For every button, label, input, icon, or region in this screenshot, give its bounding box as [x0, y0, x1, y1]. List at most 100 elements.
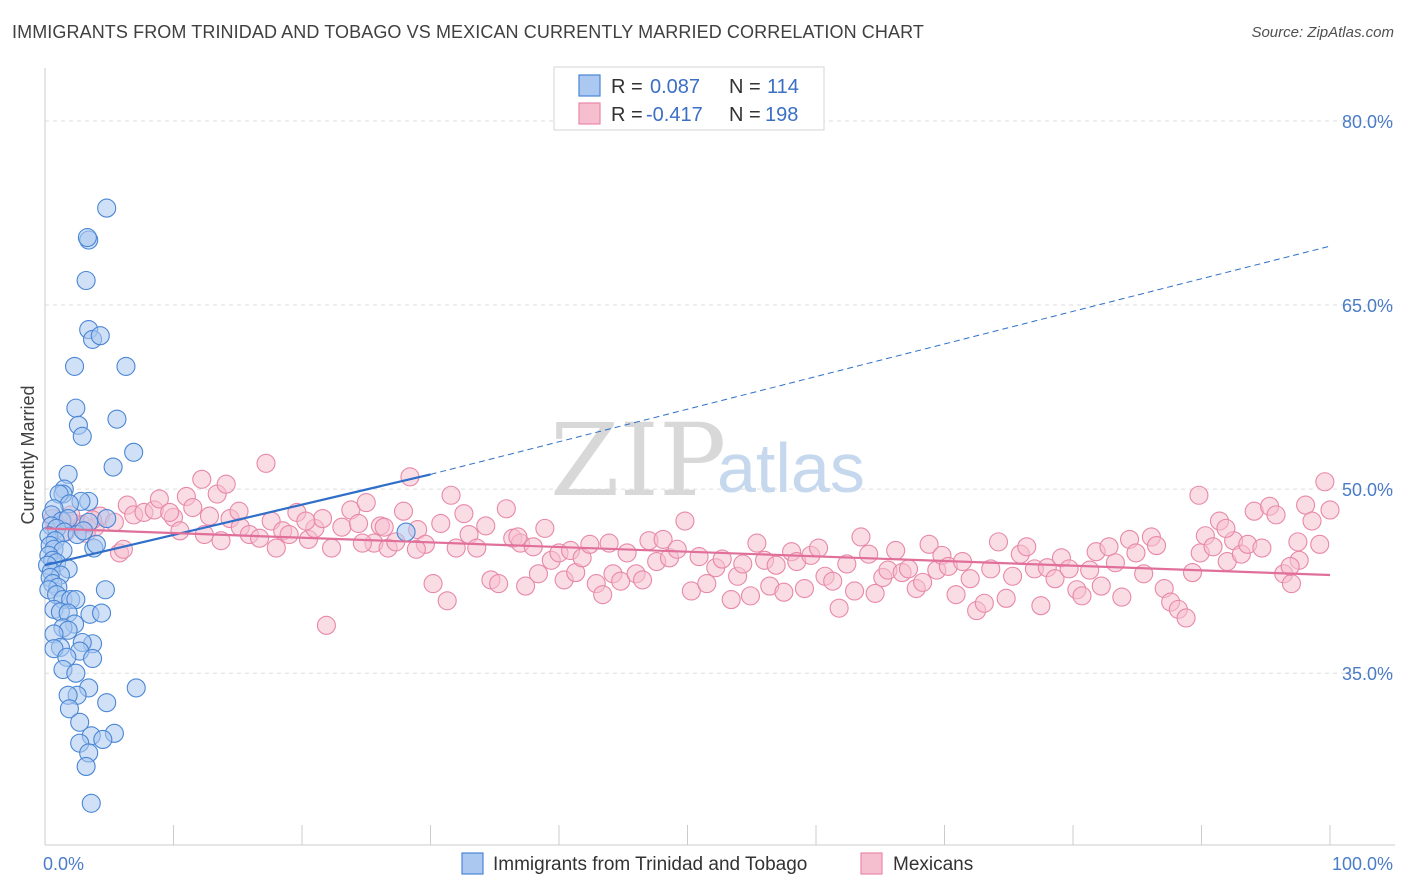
- legend-n-value-2: 198: [765, 104, 798, 126]
- legend-swatch-blue: [578, 74, 601, 97]
- trinidad-point: [97, 198, 117, 218]
- trinidad-points: [38, 198, 416, 813]
- trinidad-point: [76, 756, 96, 777]
- trinidad-point: [66, 663, 86, 683]
- mexicans-point: [774, 582, 794, 602]
- mexicans-point: [149, 489, 169, 509]
- mexicans-point: [1176, 608, 1196, 628]
- mexicans-point: [423, 574, 443, 594]
- trend-lines: [44, 245, 1331, 577]
- mexicans-point: [580, 534, 600, 554]
- mexicans-point: [865, 583, 885, 603]
- mexicans-point: [1017, 537, 1037, 557]
- mexicans-point: [653, 529, 673, 549]
- mexicans-point: [1091, 576, 1111, 596]
- mexicans-point: [946, 585, 966, 605]
- trinidad-point: [72, 426, 92, 446]
- mexicans-point: [1302, 511, 1322, 531]
- mexicans-point: [611, 571, 631, 591]
- mexicans-point: [1031, 596, 1051, 616]
- mexicans-point: [837, 554, 857, 574]
- trinidad-point: [90, 326, 110, 346]
- legend-r-label-2: R =: [611, 104, 643, 126]
- chart-title: IMMIGRANTS FROM TRINIDAD AND TOBAGO VS M…: [12, 22, 924, 42]
- mexicans-point: [266, 538, 286, 558]
- mexicans-point: [1003, 566, 1023, 586]
- trinidad-point: [77, 227, 97, 248]
- mexicans-point: [476, 516, 496, 536]
- mexicans-point: [1310, 534, 1330, 554]
- mexicans-point: [1203, 537, 1223, 557]
- mexicans-point: [431, 513, 451, 534]
- mexicans-point: [593, 585, 613, 605]
- mexicans-point: [1059, 559, 1079, 579]
- y-tick-label: 80.0%: [1342, 112, 1393, 132]
- mexicans-point: [681, 581, 701, 601]
- mexicans-point: [183, 497, 203, 518]
- mexicans-point: [898, 559, 919, 579]
- mexicans-point: [667, 539, 687, 559]
- trinidad-point: [107, 409, 127, 429]
- mexicans-point: [996, 588, 1016, 608]
- mexicans-point: [352, 533, 372, 553]
- trinidad-point: [97, 693, 117, 713]
- mexicans-point: [1182, 563, 1203, 583]
- mexicans-point: [437, 591, 457, 611]
- mexicans-point: [316, 615, 336, 635]
- watermark-zip: ZIP: [550, 402, 726, 519]
- mexicans-point: [1280, 556, 1300, 576]
- mexicans-point: [844, 581, 865, 601]
- mexicans-point: [794, 578, 814, 599]
- x-tick-label: 0.0%: [43, 854, 84, 874]
- mexicans-point: [332, 517, 352, 537]
- mexicans-point: [1112, 587, 1132, 607]
- legend-r-value-1: 0.087: [650, 76, 700, 98]
- mexicans-point: [689, 547, 709, 567]
- trinidad-point: [103, 457, 123, 477]
- source-attribution: Source: ZipAtlas.com: [1251, 24, 1394, 41]
- watermark-atlas: atlas: [717, 429, 865, 507]
- trinidad-point: [59, 699, 79, 719]
- mexicans-point: [1320, 500, 1340, 520]
- mexicans-point: [535, 518, 555, 538]
- correlation-legend: R = 0.087 N = 114 R = -0.417 N = 198: [553, 66, 825, 131]
- trinidad-point: [126, 678, 146, 698]
- mexicans-point: [1252, 538, 1272, 558]
- trinidad-point: [70, 712, 90, 732]
- mexicans-point: [446, 538, 466, 558]
- mexicans-point: [192, 469, 212, 489]
- mexicans-point: [322, 538, 342, 558]
- mexicans-point: [496, 499, 516, 519]
- mexicans-point: [216, 474, 236, 494]
- mexicans-point: [374, 517, 394, 537]
- trinidad-point: [97, 509, 117, 529]
- mexicans-point: [886, 540, 906, 561]
- series-legend: Immigrants from Trinidad and Tobago Mexi…: [461, 852, 973, 875]
- trinidad-point: [76, 270, 96, 291]
- trinidad-point: [95, 580, 115, 600]
- mexicans-point: [988, 532, 1009, 552]
- mexicans-point: [296, 511, 316, 531]
- y-axis-title: Currently Married: [18, 385, 38, 524]
- mexicans-point: [766, 555, 786, 575]
- mexicans-point: [919, 534, 939, 554]
- mexicans-point: [1080, 560, 1100, 580]
- mexicans-point: [348, 513, 369, 534]
- trinidad-point: [116, 356, 136, 376]
- mexicans-point: [1126, 543, 1146, 563]
- mexicans-point: [454, 504, 474, 524]
- mexicans-point: [1296, 495, 1316, 515]
- legend-r-label-1: R =: [611, 76, 643, 98]
- tick-labels: 80.0% 65.0% 50.0% 35.0% 0.0% 100.0%: [43, 112, 1393, 874]
- mexicans-point: [1315, 472, 1335, 492]
- trinidad-point: [82, 648, 103, 669]
- mexicans-point: [809, 538, 829, 558]
- trinidad-point: [93, 729, 113, 750]
- mexicans-point: [1072, 586, 1092, 606]
- mexicans-point: [1216, 518, 1236, 538]
- legend-n-label-1: N =: [729, 76, 761, 98]
- trinidad-point: [124, 442, 144, 462]
- mexicans-point: [712, 549, 732, 569]
- mexicans-point: [960, 569, 980, 589]
- y-tick-label: 65.0%: [1342, 296, 1393, 316]
